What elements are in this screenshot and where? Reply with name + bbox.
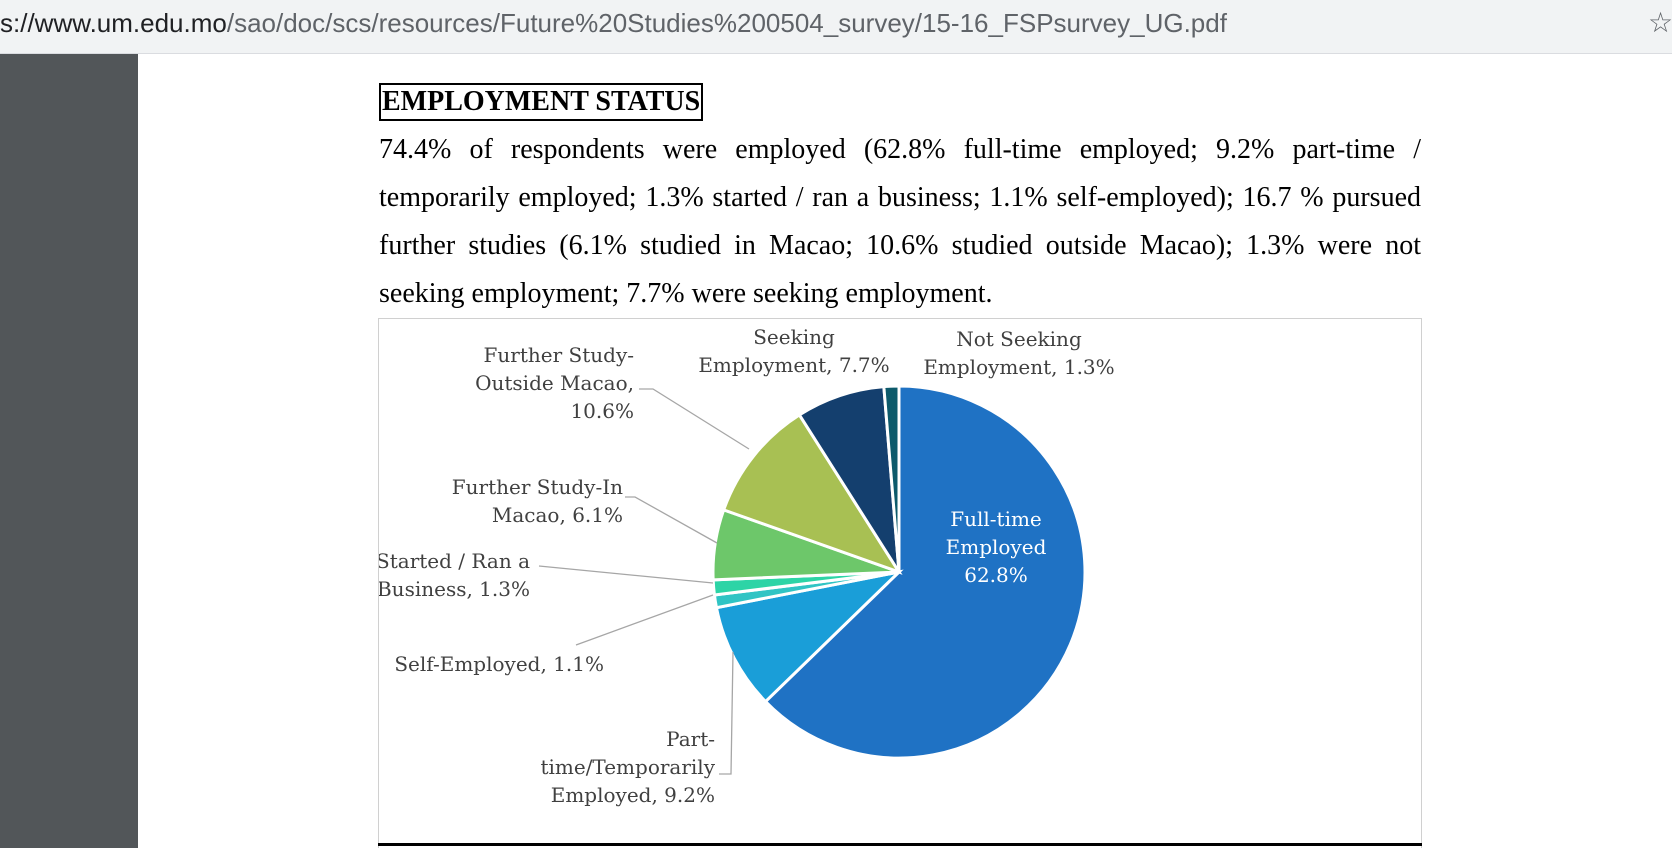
data-label: Further Study-In Macao, 6.1% xyxy=(452,475,623,527)
data-label: Started / Ran a Business, 1.3% xyxy=(379,549,530,601)
leader-line xyxy=(575,594,714,646)
pie-slice-full-time-employed xyxy=(763,384,1087,760)
data-label: Self-Employed, 1.1% xyxy=(394,652,604,676)
pdf-page: EMPLOYMENT STATUS 74.4% of respondents w… xyxy=(138,54,1672,848)
data-label: Full-time Employed 62.8% xyxy=(946,507,1047,587)
data-label: Seeking Employment, 7.7% xyxy=(698,325,889,377)
table-top-border xyxy=(378,843,1422,846)
section-heading: EMPLOYMENT STATUS xyxy=(379,83,704,121)
url-text[interactable]: s://www.um.edu.mo/sao/doc/scs/resources/… xyxy=(0,8,1227,39)
chart-frame: Full-time Employed 62.8% Part-time/Temporar… xyxy=(378,318,1422,848)
url-path: /sao/doc/scs/resources/Future%20Studies%… xyxy=(226,8,1227,38)
pie-slice-further-study-outside-macao xyxy=(721,412,903,575)
pie-chart: Full-time Employed 62.8% Part-time/Temporar… xyxy=(379,325,1115,807)
data-label: Part-time/Temporarily Employed, 9.2% xyxy=(540,727,715,807)
star-icon[interactable]: ☆ xyxy=(1648,7,1672,38)
data-label: Not Seeking Employment, 1.3% xyxy=(923,327,1114,379)
pdf-viewer-background xyxy=(0,54,138,848)
pie-slice-part-time-temporarily-employed xyxy=(714,569,904,704)
leader-line xyxy=(719,651,734,775)
leader-line xyxy=(639,388,750,450)
leader-line xyxy=(625,496,718,544)
data-label: Further Study-Outside Macao, 10.6% xyxy=(475,343,634,423)
address-bar[interactable]: s://www.um.edu.mo/sao/doc/scs/resources/… xyxy=(0,0,1672,54)
leader-line xyxy=(538,565,714,584)
employment-summary-paragraph: 74.4% of respondents were employed (62.8… xyxy=(379,134,1421,309)
url-host: s://www.um.edu.mo xyxy=(0,8,227,38)
pie-slice-not-seeking-employment xyxy=(882,384,901,573)
